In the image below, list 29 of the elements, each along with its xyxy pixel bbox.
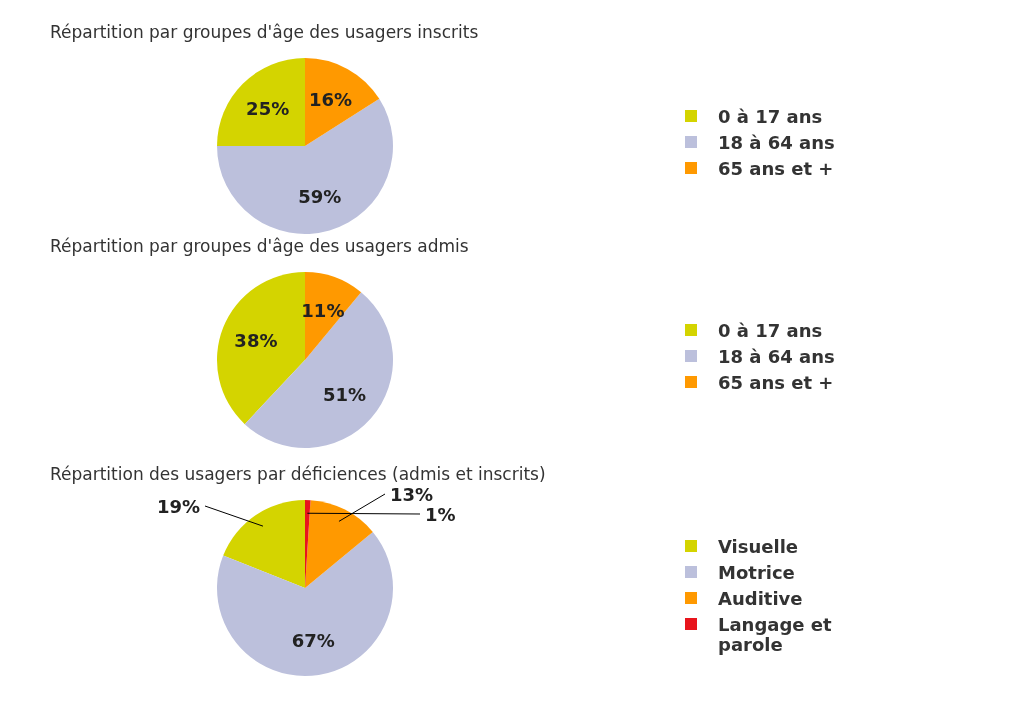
chart-title: Répartition par groupes d'âge des usagers inscrits xyxy=(50,22,479,42)
data-label: 59% xyxy=(298,186,342,208)
data-label: 13% xyxy=(390,483,434,505)
legend-label: 65 ans et + xyxy=(718,371,834,393)
legend-label: 18 à 64 ans xyxy=(718,131,835,153)
data-label: 67% xyxy=(291,629,335,651)
data-label: 1% xyxy=(425,503,456,525)
data-label: 38% xyxy=(234,330,278,352)
data-label: 25% xyxy=(246,98,290,120)
pie-slice xyxy=(305,58,380,146)
data-label: 19% xyxy=(156,495,200,517)
legend-label: 65 ans et + xyxy=(718,157,834,179)
legend-label: Auditive xyxy=(718,587,803,609)
data-label: 51% xyxy=(323,384,367,406)
pie-slice xyxy=(305,500,373,588)
data-label: 16% xyxy=(308,89,352,111)
pie-slice xyxy=(223,500,305,588)
pie-slice xyxy=(217,58,305,146)
legend-label: Langage et parole xyxy=(718,613,833,655)
chart-title: Répartition des usagers par déficiences (admis et inscrits) xyxy=(50,464,546,484)
pie-slice xyxy=(217,272,305,425)
pie-slice xyxy=(217,531,393,676)
legend-label: 0 à 17 ans xyxy=(718,319,823,341)
legend-label: 0 à 17 ans xyxy=(718,105,823,127)
legend-label: Visuelle xyxy=(718,535,799,557)
data-label: 11% xyxy=(301,299,345,321)
legend-label: Motrice xyxy=(718,561,795,583)
chart-title: Répartition par groupes d'âge des usagers admis xyxy=(50,236,469,256)
legend-label: 18 à 64 ans xyxy=(718,345,835,367)
